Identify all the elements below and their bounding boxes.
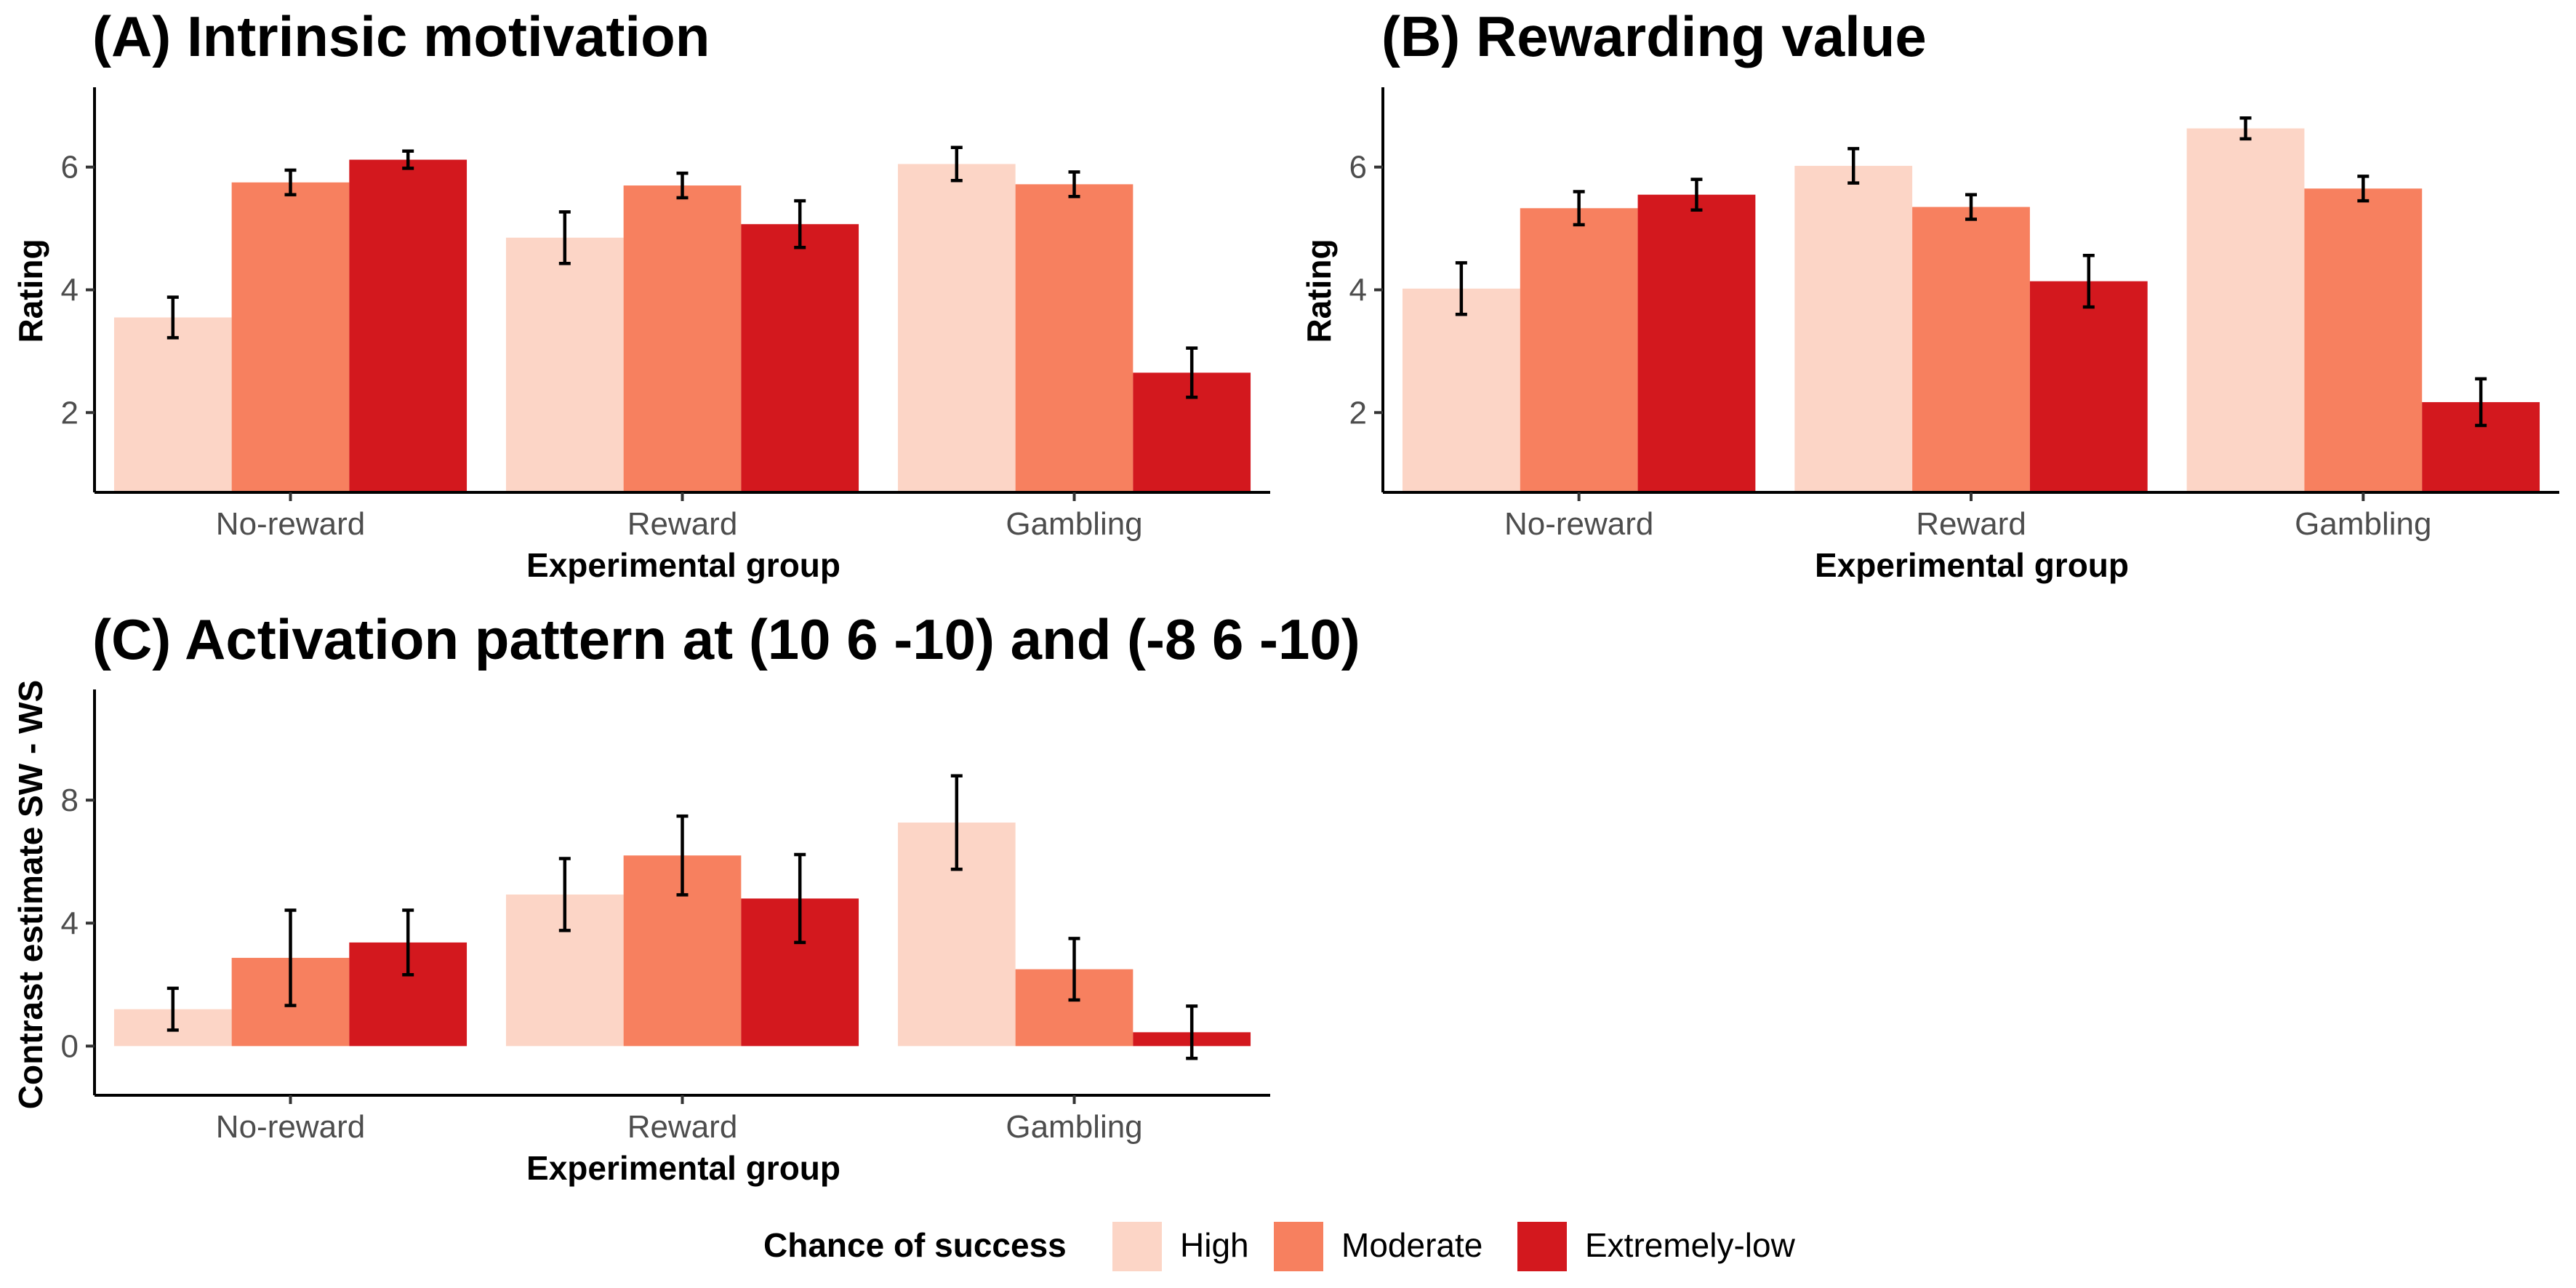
panel-a-bar-reward-high — [505, 237, 624, 492]
panel-b-bar-reward-extremely-low — [2029, 281, 2148, 492]
panel-a-x-tick-label-gambling: Gambling — [1006, 506, 1142, 542]
panel-b-errorbar-reward-moderate — [1965, 193, 1977, 221]
panel-b-x-tick-label-reward: Reward — [1916, 506, 2026, 542]
panel-c-errorbar-no-reward-extremely-low — [402, 908, 414, 977]
panel-b-title: (B) Rewarding value — [1381, 4, 1927, 68]
panel-c-errorbar-no-reward-high — [166, 986, 179, 1032]
panel-b-y-tick-label: 6 — [1349, 150, 1367, 185]
legend-label-high: High — [1180, 1226, 1249, 1264]
panel-c-errorbar-gambling-extremely-low — [1186, 1004, 1198, 1060]
panel-b-plot: 2 4 6 No-reward Reward Gambling — [1349, 87, 2559, 542]
panel-a-plot: 2 4 6 No-reward Reward Gambling — [61, 87, 1270, 542]
panel-b-errorbar-gambling-moderate — [2357, 175, 2370, 203]
panel-c-y-tick-label: 0 — [61, 1028, 79, 1064]
panel-a-y-axis-title: Rating — [12, 239, 49, 343]
panel-c-x-tick-label-no-reward: No-reward — [216, 1109, 365, 1145]
panel-b-errorbar-reward-extremely-low — [2082, 253, 2095, 309]
panel-c-errorbar-no-reward-moderate — [284, 908, 297, 1007]
panel-a-errorbar-reward-high — [558, 210, 571, 265]
panel-b-x-tick-label-no-reward: No-reward — [1504, 506, 1653, 542]
panel-a-errorbar-gambling-moderate — [1068, 170, 1080, 199]
panel-c-y-tick-label: 8 — [61, 783, 79, 818]
panel-a-x-axis-title: Experimental group — [526, 546, 840, 584]
panel-a-bar-gambling-moderate — [1015, 184, 1133, 493]
panel-a: (A) Intrinsic motivation Rating Experime… — [12, 4, 1270, 584]
panel-a-errorbar-reward-extremely-low — [794, 199, 806, 249]
panel-b-bar-no-reward-moderate — [1520, 208, 1638, 492]
panel-c-y-axis-title: Contrast estimate SW - WS — [12, 680, 49, 1109]
panel-a-bar-reward-extremely-low — [741, 224, 859, 492]
panel-c-errorbar-reward-moderate — [676, 814, 689, 897]
panel-a-errorbar-reward-moderate — [676, 171, 689, 200]
panel-b-bar-no-reward-extremely-low — [1637, 194, 1756, 492]
legend-swatch-extremely-low — [1517, 1222, 1567, 1271]
panel-a-y-tick-label: 4 — [61, 273, 79, 308]
panel-b-bar-reward-high — [1794, 166, 1913, 493]
panel-a-x-tick-label-reward: Reward — [627, 506, 738, 542]
panel-b-bar-no-reward-high — [1402, 288, 1520, 492]
panel-b-y-axis-title: Rating — [1300, 239, 1338, 343]
panel-b-x-tick-label-gambling: Gambling — [2295, 506, 2431, 542]
panel-a-x-tick-label-no-reward: No-reward — [216, 506, 365, 542]
panel-c-errorbar-reward-extremely-low — [794, 852, 806, 945]
panel-b-y-tick-label: 4 — [1349, 273, 1367, 308]
panel-b-x-axis-title: Experimental group — [1815, 546, 2129, 584]
panel-a-y-tick-label: 6 — [61, 150, 79, 185]
legend-label-extremely-low: Extremely-low — [1585, 1226, 1796, 1264]
panel-a-errorbar-no-reward-high — [166, 295, 179, 340]
panel-c-x-axis-title: Experimental group — [526, 1149, 840, 1187]
panel-a-bar-gambling-high — [897, 164, 1016, 492]
panel-a-bar-no-reward-moderate — [231, 182, 350, 492]
panel-b: (B) Rewarding value Rating Experimental … — [1300, 4, 2559, 584]
panel-c-x-tick-label-gambling: Gambling — [1006, 1109, 1142, 1145]
panel-c-y-tick-label: 4 — [61, 905, 79, 941]
panel-b-errorbar-no-reward-extremely-low — [1690, 177, 1703, 212]
panel-b-bar-gambling-moderate — [2304, 188, 2423, 492]
panel-b-errorbar-gambling-high — [2239, 116, 2252, 141]
panel-a-y-tick-label: 2 — [61, 395, 79, 431]
panel-a-errorbar-gambling-high — [950, 145, 963, 183]
panel-c-errorbar-gambling-high — [950, 774, 963, 871]
legend-swatch-moderate — [1274, 1222, 1323, 1271]
panel-c-plot: 0 4 8 No-reward Reward Gambling — [61, 689, 1270, 1145]
panel-a-bar-no-reward-extremely-low — [349, 159, 468, 493]
panel-a-bar-no-reward-high — [113, 317, 232, 492]
panel-c-title: (C) Activation pattern at (10 6 -10) and… — [92, 607, 1360, 671]
panel-a-bar-reward-moderate — [623, 185, 742, 492]
panel-b-bar-gambling-high — [2186, 128, 2305, 492]
panel-a-errorbar-no-reward-moderate — [284, 168, 297, 196]
panel-b-errorbar-no-reward-moderate — [1573, 190, 1585, 227]
panel-a-errorbar-no-reward-extremely-low — [402, 149, 414, 170]
panel-c-errorbar-reward-high — [558, 857, 571, 932]
panel-b-errorbar-gambling-extremely-low — [2475, 377, 2487, 428]
legend-title: Chance of success — [763, 1226, 1067, 1264]
legend: Chance of success High Moderate Extremel… — [763, 1222, 1796, 1271]
panel-b-bar-reward-moderate — [1912, 207, 2030, 492]
panel-b-y-tick-label: 2 — [1349, 395, 1367, 431]
legend-label-moderate: Moderate — [1341, 1226, 1482, 1264]
panel-b-errorbar-no-reward-high — [1455, 261, 1467, 316]
panel-c-x-tick-label-reward: Reward — [627, 1109, 738, 1145]
legend-swatch-high — [1112, 1222, 1162, 1271]
panel-a-errorbar-gambling-extremely-low — [1186, 346, 1198, 399]
panel-b-errorbar-reward-high — [1847, 147, 1860, 185]
panel-a-title: (A) Intrinsic motivation — [92, 4, 710, 68]
panel-c-errorbar-gambling-moderate — [1068, 937, 1080, 1002]
panel-c: (C) Activation pattern at (10 6 -10) and… — [12, 607, 1360, 1187]
